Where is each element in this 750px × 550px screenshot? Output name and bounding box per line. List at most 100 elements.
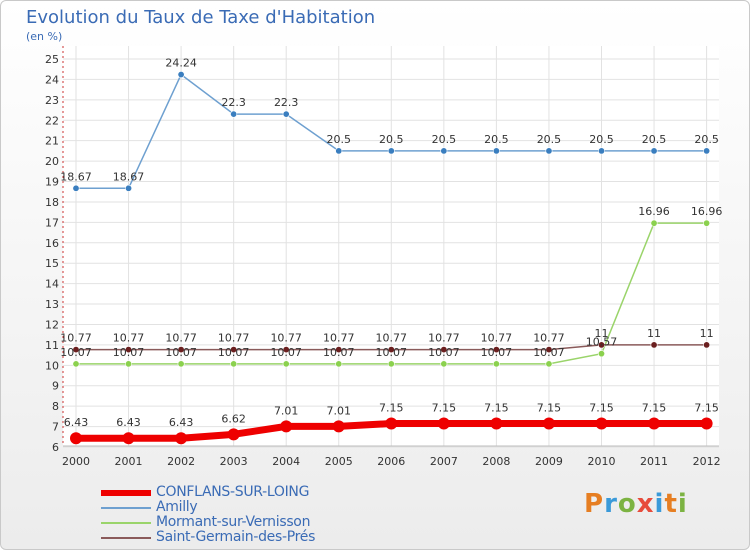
data-point (492, 360, 500, 368)
y-tick-label: 17 (45, 216, 59, 229)
logo-letter: x (636, 489, 655, 519)
data-point (332, 420, 345, 433)
data-label: 6.62 (221, 412, 246, 425)
data-point (703, 147, 711, 155)
x-tick-label: 2008 (482, 455, 510, 468)
data-point (700, 417, 713, 430)
data-point (542, 417, 555, 430)
data-point (230, 360, 238, 368)
data-label: 7.01 (327, 404, 352, 417)
data-point (545, 346, 553, 354)
data-label: 10.77 (428, 332, 460, 345)
data-point (335, 147, 343, 155)
data-label: 6.43 (116, 416, 141, 429)
data-point (437, 417, 450, 430)
data-label: 22.3 (221, 96, 246, 109)
data-label: 10.77 (533, 332, 565, 345)
data-label: 10.77 (165, 332, 197, 345)
data-label: 20.5 (589, 133, 614, 146)
data-point (177, 71, 185, 79)
y-tick-label: 14 (45, 278, 59, 291)
data-point (440, 147, 448, 155)
chart-title: Evolution du Taux de Taxe d'Habitation (26, 7, 376, 28)
x-tick-label: 2003 (220, 455, 248, 468)
x-tick-label: 2012 (693, 455, 721, 468)
logo-letter: i (654, 489, 665, 519)
data-label: 10.77 (376, 332, 408, 345)
data-point (650, 341, 658, 349)
data-label: 10.77 (218, 332, 250, 345)
data-point (177, 360, 185, 368)
data-point (72, 346, 80, 354)
data-label: 22.3 (274, 96, 299, 109)
data-point (385, 417, 398, 430)
logo-letter: o (617, 489, 637, 519)
data-label: 10.77 (113, 332, 145, 345)
data-label: 7.15 (537, 402, 562, 415)
data-label: 10.07 (218, 346, 250, 359)
legend-swatch (101, 507, 151, 509)
y-tick-label: 13 (45, 298, 59, 311)
data-point (650, 219, 658, 227)
y-tick-label: 7 (52, 421, 59, 434)
data-point (175, 432, 188, 445)
y-tick-label: 19 (45, 176, 59, 189)
data-point (230, 346, 238, 354)
data-label: 11 (700, 327, 714, 340)
data-point (597, 350, 605, 358)
legend-swatch (101, 522, 151, 524)
data-label: 20.5 (327, 133, 352, 146)
data-point (492, 346, 500, 354)
data-label: 7.15 (589, 402, 614, 415)
y-tick-label: 23 (45, 94, 59, 107)
y-tick-label: 21 (45, 135, 59, 148)
x-tick-label: 2001 (115, 455, 143, 468)
data-label: 10.07 (481, 346, 513, 359)
y-tick-label: 20 (45, 155, 59, 168)
x-tick-label: 2006 (377, 455, 405, 468)
data-point (227, 428, 240, 441)
data-label: 7.01 (274, 404, 299, 417)
data-label: 20.5 (642, 133, 667, 146)
y-tick-label: 9 (52, 380, 59, 393)
data-point (335, 346, 343, 354)
data-label: 20.5 (484, 133, 509, 146)
data-label: 10.77 (60, 332, 92, 345)
x-tick-label: 2011 (640, 455, 668, 468)
data-label: 10.07 (60, 346, 92, 359)
data-point (125, 346, 133, 354)
y-tick-label: 18 (45, 196, 59, 209)
legend-label: Saint-Germain-des-Prés (156, 529, 316, 545)
data-label: 10.07 (323, 346, 355, 359)
x-tick-label: 2010 (588, 455, 616, 468)
data-label: 6.43 (169, 416, 194, 429)
data-label: 10.77 (481, 332, 513, 345)
data-label: 18.67 (113, 170, 145, 183)
data-label: 20.5 (694, 133, 719, 146)
logo-letter: i (677, 489, 688, 519)
data-label: 20.5 (379, 133, 404, 146)
data-point (72, 360, 80, 368)
logo-letter: P (584, 489, 605, 519)
x-tick-label: 2009 (535, 455, 563, 468)
data-label: 24.24 (165, 57, 197, 70)
data-point (595, 417, 608, 430)
data-label: 7.15 (642, 402, 667, 415)
data-point (122, 432, 135, 445)
data-point (70, 432, 82, 445)
data-point (545, 360, 553, 368)
legend-label: CONFLANS-SUR-LOING (156, 484, 310, 500)
chart-unit-label: (en %) (26, 30, 63, 43)
data-label: 11 (647, 327, 661, 340)
data-label: 10.57 (586, 336, 618, 349)
data-point (282, 360, 290, 368)
y-tick-label: 10 (45, 359, 59, 372)
x-tick-label: 2004 (272, 455, 300, 468)
data-label: 10.77 (323, 332, 355, 345)
data-label: 10.07 (113, 346, 145, 359)
y-tick-label: 15 (45, 257, 59, 270)
x-tick-label: 2005 (325, 455, 353, 468)
data-label: 10.07 (533, 346, 565, 359)
data-point (492, 147, 500, 155)
